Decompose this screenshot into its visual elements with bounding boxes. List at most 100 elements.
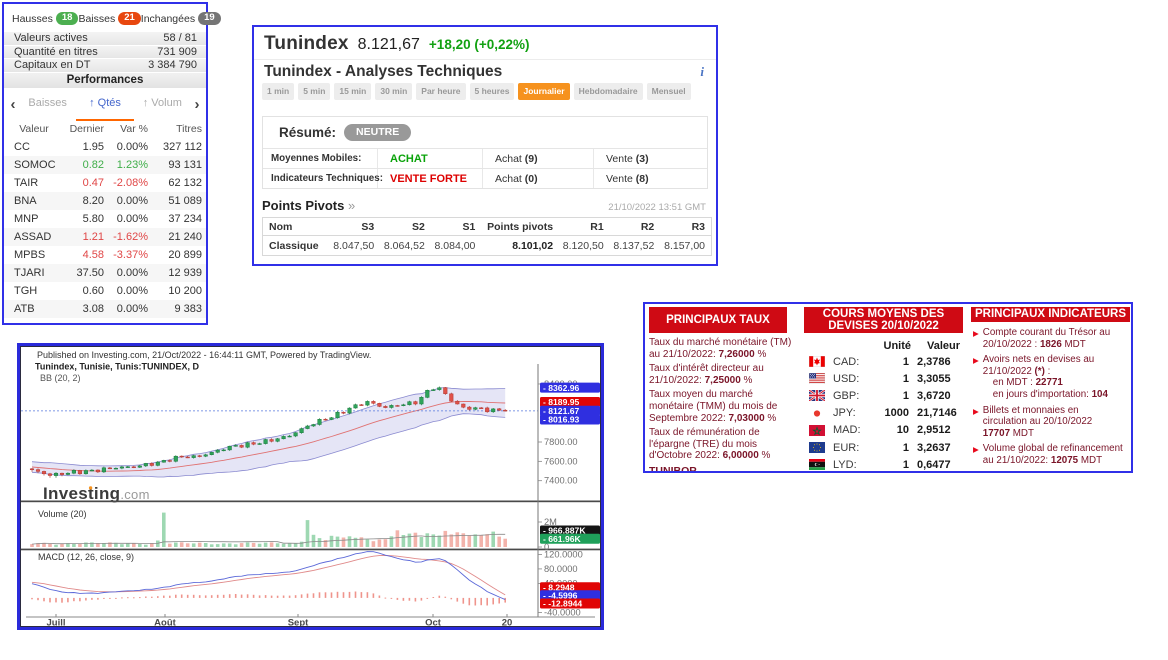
pivots-title[interactable]: Points Pivots » bbox=[262, 198, 356, 213]
stock-row[interactable]: SOMOC 0.82 1.23% 93 131 bbox=[4, 155, 206, 174]
signal-label: Moyennes Mobiles: bbox=[263, 149, 378, 168]
indicator-item: ▶ Volume global de refinancement au 21/10/… bbox=[972, 443, 1130, 466]
currency-unit: 1000 bbox=[884, 407, 909, 420]
timeframe-30-min[interactable]: 30 min bbox=[375, 83, 413, 100]
perf-tab[interactable]: Baisses bbox=[28, 97, 67, 109]
pivot-value: 8.084,00 bbox=[434, 239, 476, 252]
timeframe-5-heures[interactable]: 5 heures bbox=[469, 83, 515, 100]
tabs-prev-icon[interactable]: ‹ bbox=[10, 95, 16, 113]
indicator-item: ▶ Avoirs nets en devises au 21/10/2022 (*)… bbox=[972, 354, 1130, 400]
pivot-value: 8.101,02 bbox=[512, 239, 554, 252]
col-header: Dernier bbox=[69, 123, 104, 135]
technical-analysis-panel: Tunindex 8.121,67 +18,20 (+0,22%) Tunind… bbox=[252, 25, 718, 266]
pivot-value: 8.157,00 bbox=[664, 239, 705, 252]
currency-unit: 1 bbox=[902, 458, 909, 471]
perf-tab[interactable]: ↑ Qtés bbox=[76, 88, 134, 121]
price-badge bbox=[540, 382, 600, 393]
timeframe-15-min[interactable]: 15 min bbox=[334, 83, 372, 100]
stock-row[interactable]: MNP 5.80 0.00% 37 234 bbox=[4, 210, 206, 228]
currency-code: USD: bbox=[833, 372, 860, 385]
indicator-text: Volume global de refinancement au 21/10/2… bbox=[982, 443, 1123, 466]
timeframe-journalier[interactable]: Journalier bbox=[518, 83, 570, 100]
chart-canvas[interactable]: Investing.comJuillAoûtSeptOct208400.0078… bbox=[20, 346, 601, 627]
stock-volume: 37 234 bbox=[168, 212, 202, 225]
currency-row: USD: 1 3,3055 bbox=[809, 370, 960, 387]
indicator-text: Compte courant du Trésor au 20/10/2022 : … bbox=[982, 327, 1111, 350]
x-axis-label: Juill bbox=[46, 618, 65, 627]
axis-label: 7600.00 bbox=[544, 456, 578, 466]
stat-label: Quantité en titres bbox=[14, 45, 98, 58]
stock-last: 0.60 bbox=[82, 284, 104, 297]
pivot-value: 8.137,52 bbox=[613, 239, 655, 252]
svg-text:- 8189.95: - 8189.95 bbox=[543, 397, 580, 407]
currency-row: GBP: 1 3,6720 bbox=[809, 387, 960, 404]
chart-svg: Investing.comJuillAoûtSeptOct208400.0078… bbox=[21, 350, 600, 627]
gbp-flag bbox=[809, 390, 825, 402]
timeframe-5-min[interactable]: 5 min bbox=[298, 83, 331, 100]
stat-label: Capitaux en DT bbox=[14, 59, 91, 72]
svg-text:- 8.2948: - 8.2948 bbox=[543, 583, 575, 593]
currency-row: EUR: 1 3,2637 bbox=[809, 439, 960, 456]
fx-header-row: Unité Valeur bbox=[809, 338, 961, 353]
price-badge bbox=[540, 405, 600, 416]
stock-last: 4.58 bbox=[82, 248, 104, 261]
bollinger-mid-line bbox=[31, 401, 506, 472]
info-icon[interactable]: i bbox=[700, 64, 704, 79]
resume-row: Résumé: NEUTRE bbox=[263, 117, 707, 148]
stock-row[interactable]: TAIR 0.47 -2.08% 62 132 bbox=[4, 174, 206, 192]
axis-label: 2M bbox=[544, 517, 557, 527]
stock-volume: 10 200 bbox=[168, 284, 202, 297]
timeframe-mensuel[interactable]: Mensuel bbox=[646, 83, 691, 100]
lyd-flag bbox=[809, 459, 825, 471]
stock-name: ATB bbox=[14, 302, 35, 315]
pivot-value: 8.120,50 bbox=[562, 239, 604, 252]
stock-var: -2.08% bbox=[113, 176, 148, 189]
bullet-arrow-icon: ▶ bbox=[973, 329, 979, 338]
currency-row: JPY: 1000 21,7146 bbox=[809, 405, 960, 422]
stock-row[interactable]: TGH 0.60 0.00% 10 200 bbox=[4, 282, 206, 300]
pivots-table: Nom S3 S2 S1 Points pivots R1 R2 R3 Classique 8.… bbox=[262, 217, 712, 256]
currency-value: 2,9512 bbox=[917, 424, 951, 437]
rate-item: Taux d'intérêt directeur au 21/10/2022: … bbox=[649, 363, 764, 386]
col-header: Titres bbox=[176, 123, 202, 135]
stat-value: 3 384 790 bbox=[148, 59, 197, 72]
timeframe-par-heure[interactable]: Par heure bbox=[416, 83, 466, 100]
currency-value: 2,3786 bbox=[917, 355, 951, 368]
macd-line bbox=[31, 551, 506, 601]
perf-tab[interactable]: ↑ Volum bbox=[142, 97, 182, 109]
axis-label: 7400.00 bbox=[544, 476, 578, 486]
sell-count: Vente (3) bbox=[606, 152, 649, 165]
currency-table: Unité Valeur CAD: 1 2,3786 USD: 1 3,3055 GBP: 1… bbox=[809, 338, 961, 471]
symbol-line: Tunindex, Tunisie, Tunis:TUNINDEX, D bbox=[35, 362, 200, 372]
market-stat-row: Quantité en titres 731 909 bbox=[4, 45, 206, 59]
stock-name: MNP bbox=[14, 212, 39, 225]
stock-row[interactable]: BNA 8.20 0.00% 51 089 bbox=[4, 191, 206, 210]
stock-row[interactable]: TJARI 37.50 0.00% 12 939 bbox=[4, 263, 206, 282]
tabs-next-icon[interactable]: › bbox=[194, 95, 200, 113]
cad-flag-icon bbox=[809, 353, 833, 370]
stock-row[interactable]: ASSAD 1.21 -1.62% 21 240 bbox=[4, 227, 206, 246]
stock-row[interactable]: MPBS 4.58 -3.37% 20 899 bbox=[4, 246, 206, 264]
currency-value: 3,6720 bbox=[917, 389, 951, 402]
pivot-col-header: R1 bbox=[559, 217, 610, 236]
currency-column: COURS MOYENS DES DEVISES 20/10/2022 Unit… bbox=[801, 304, 968, 471]
gbp-flag-icon bbox=[809, 387, 833, 404]
tunibor-label: TUNIBOR bbox=[649, 464, 697, 473]
stock-var: 0.00% bbox=[116, 140, 148, 153]
stock-volume: 51 089 bbox=[168, 194, 202, 207]
stock-volume: 62 132 bbox=[168, 176, 202, 189]
stock-row[interactable]: ATB 3.08 0.00% 9 383 bbox=[4, 299, 206, 318]
volume-series bbox=[30, 512, 507, 548]
fx-col-value: Valeur bbox=[927, 339, 961, 352]
axis-label: -40.0000 bbox=[544, 607, 581, 617]
stock-volume: 12 939 bbox=[168, 266, 202, 279]
timeframe-1-min[interactable]: 1 min bbox=[262, 83, 295, 100]
stock-row[interactable]: CC 1.95 0.00% 327 112 bbox=[4, 138, 206, 156]
timeframe-hebdomadaire[interactable]: Hebdomadaire bbox=[573, 83, 643, 100]
pivots-header-row: Nom S3 S2 S1 Points pivots R1 R2 R3 bbox=[262, 217, 712, 236]
signal-value: VENTE FORTE bbox=[378, 169, 483, 188]
performance-table: Valeur Dernier Var % Titres CC 1.95 0.00% 327 … bbox=[4, 121, 206, 318]
stock-last: 3.08 bbox=[82, 302, 104, 315]
stock-var: -1.62% bbox=[113, 230, 148, 243]
volume-ma-line bbox=[31, 533, 506, 545]
